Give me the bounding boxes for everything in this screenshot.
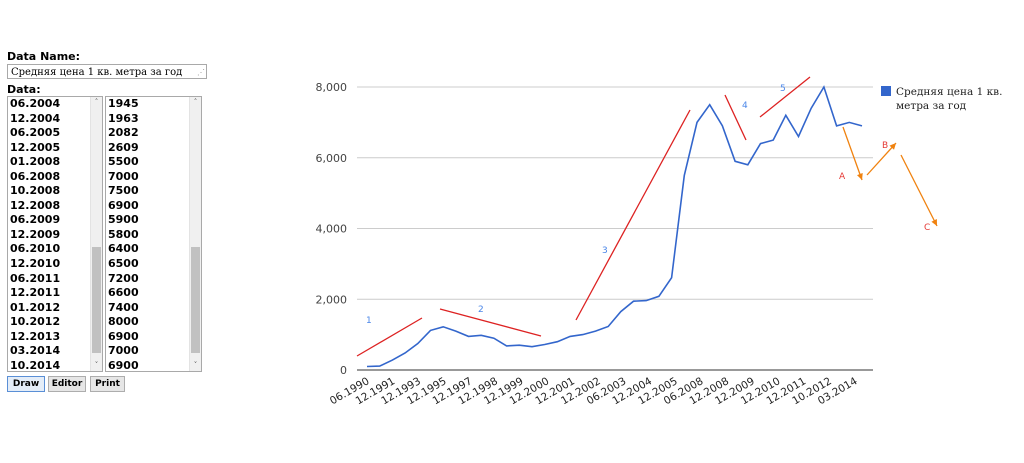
date-list-item: 12.2010 bbox=[10, 257, 61, 271]
value-list-item: 6400 bbox=[108, 242, 139, 256]
value-list-item: 2609 bbox=[108, 140, 139, 154]
annotation-label: B bbox=[882, 141, 888, 151]
annotation-label: C bbox=[924, 223, 930, 233]
scroll-up-icon[interactable]: ˄ bbox=[94, 98, 99, 106]
value-list-item: 1963 bbox=[108, 111, 139, 125]
data-name-value: Средняя цена 1 кв. метра за год bbox=[11, 67, 183, 78]
date-list-item: 06.2008 bbox=[10, 169, 61, 183]
date-list-item: 03.2014 bbox=[10, 344, 61, 358]
dates-textarea[interactable]: 06.2004 12.2004 06.2005 12.2005 01.2008 06.20… bbox=[7, 96, 103, 372]
value-list-item: 5500 bbox=[108, 155, 139, 169]
arrowhead-icon bbox=[889, 143, 896, 150]
scroll-thumb[interactable] bbox=[191, 247, 200, 353]
trend-line bbox=[575, 109, 691, 321]
value-list-item: 6600 bbox=[108, 286, 139, 300]
date-list-item: 10.2008 bbox=[10, 184, 61, 198]
value-list-item: 6900 bbox=[108, 198, 139, 212]
data-input-panel: Data Name: Средняя цена 1 кв. метра за г… bbox=[0, 0, 215, 463]
value-list-item: 5900 bbox=[108, 213, 139, 227]
annotation-label: 5 bbox=[780, 84, 786, 94]
y-tick-label: 8,000 bbox=[316, 81, 348, 94]
arrow-line bbox=[900, 154, 938, 227]
print-button[interactable]: Print bbox=[90, 376, 125, 392]
legend-label: Средняя цена 1 кв. bbox=[896, 86, 1002, 98]
series-line bbox=[366, 85, 863, 368]
scroll-down-icon[interactable]: ˅ bbox=[193, 361, 198, 369]
trend-line bbox=[759, 76, 811, 118]
data-name-label: Data Name: bbox=[7, 50, 81, 63]
annotation-label: 3 bbox=[602, 246, 608, 256]
annotation-label: 1 bbox=[366, 316, 372, 326]
value-list-item: 8000 bbox=[108, 315, 139, 329]
legend-label-line2: метра за год bbox=[896, 100, 967, 112]
date-list-item: 06.2005 bbox=[10, 126, 61, 140]
value-list-item: 7000 bbox=[108, 344, 139, 358]
value-list-item: 2082 bbox=[108, 126, 139, 140]
date-list-item: 12.2011 bbox=[10, 286, 61, 300]
annotation-label: A bbox=[839, 172, 846, 182]
y-tick-label: 6,000 bbox=[316, 152, 348, 165]
trend-line bbox=[439, 308, 542, 337]
date-list-item: 01.2008 bbox=[10, 155, 61, 169]
dates-list: 06.2004 12.2004 06.2005 12.2005 01.2008 06.20… bbox=[10, 97, 61, 372]
value-list-item: 6900 bbox=[108, 329, 139, 343]
value-list-item: 7200 bbox=[108, 271, 139, 285]
values-list: 1945 1963 2082 2609 5500 7000 7500 6900 5900 5800… bbox=[108, 97, 139, 372]
y-tick-label: 0 bbox=[340, 364, 347, 377]
date-list-item: 12.2009 bbox=[10, 227, 61, 241]
date-list-item: 06.2009 bbox=[10, 213, 61, 227]
scroll-up-icon[interactable]: ˄ bbox=[193, 98, 198, 106]
y-tick-label: 2,000 bbox=[316, 293, 348, 306]
trend-line bbox=[356, 317, 423, 357]
draw-button[interactable]: Draw bbox=[7, 376, 45, 392]
date-list-item: 06.2011 bbox=[10, 271, 61, 285]
arrow-line bbox=[842, 126, 863, 181]
value-list-item: 7400 bbox=[108, 300, 139, 314]
editor-button[interactable]: Editor bbox=[48, 376, 86, 392]
arrow-line bbox=[866, 142, 897, 176]
value-list-item: 7000 bbox=[108, 169, 139, 183]
values-scrollbar[interactable]: ˄ ˅ bbox=[189, 97, 201, 371]
value-list-item: 5800 bbox=[108, 227, 139, 241]
date-list-item: 10.2012 bbox=[10, 315, 61, 329]
date-list-item: 12.2004 bbox=[10, 111, 61, 125]
scroll-down-icon[interactable]: ˅ bbox=[94, 361, 99, 369]
annotation-label: 2 bbox=[478, 305, 484, 315]
values-textarea[interactable]: 1945 1963 2082 2609 5500 7000 7500 6900 5900 5800… bbox=[105, 96, 202, 372]
date-list-item: 01.2012 bbox=[10, 300, 61, 314]
date-list-item: 12.2008 bbox=[10, 198, 61, 212]
value-list-item: 6900 bbox=[108, 358, 139, 372]
data-name-input[interactable]: Средняя цена 1 кв. метра за год ⋰ bbox=[7, 64, 207, 79]
y-tick-label: 4,000 bbox=[316, 223, 348, 236]
date-list-item: 12.2013 bbox=[10, 329, 61, 343]
scroll-thumb[interactable] bbox=[92, 247, 101, 353]
value-list-item: 1945 bbox=[108, 97, 139, 110]
arrowhead-icon bbox=[857, 173, 863, 180]
date-list-item: 12.2005 bbox=[10, 140, 61, 154]
annotation-label: 4 bbox=[742, 101, 748, 111]
date-list-item: 10.2014 bbox=[10, 358, 61, 372]
value-list-item: 7500 bbox=[108, 184, 139, 198]
date-list-item: 06.2004 bbox=[10, 97, 61, 110]
date-list-item: 06.2010 bbox=[10, 242, 61, 256]
data-label: Data: bbox=[7, 83, 41, 96]
dates-scrollbar[interactable]: ˄ ˅ bbox=[90, 97, 102, 371]
legend-swatch bbox=[881, 86, 891, 96]
arrowhead-icon bbox=[931, 219, 937, 226]
value-list-item: 6500 bbox=[108, 257, 139, 271]
trend-line bbox=[724, 94, 747, 141]
resize-grip-icon[interactable]: ⋰ bbox=[197, 68, 205, 77]
